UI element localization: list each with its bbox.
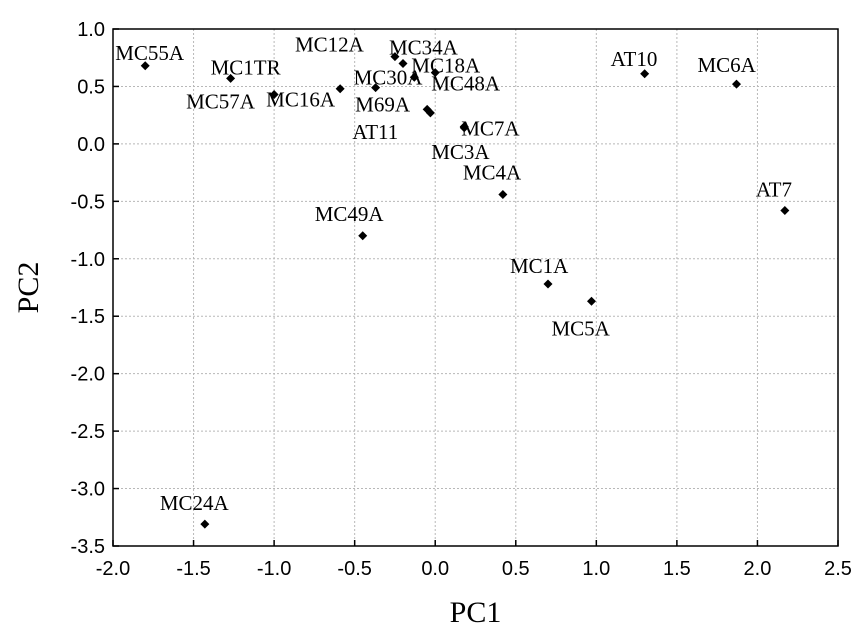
x-tick-label: 1.5 [663,558,691,580]
data-point-marker [430,68,440,78]
data-point-label: MC3A [431,140,490,164]
data-point-marker [226,73,236,83]
data-point-label: MC1TR [211,55,281,79]
data-point-label: MC49A [315,202,385,226]
data-point-marker [390,52,400,62]
x-tick-label: 2.5 [824,558,852,580]
y-tick-label: -2.0 [71,364,105,386]
grid [113,29,838,546]
data-point-label: MC34A [389,35,459,59]
x-tick-label: 0.0 [421,558,449,580]
x-tick-label: -0.5 [337,558,371,580]
x-tick-label: 1.0 [582,558,610,580]
y-tick-label: -3.0 [71,479,105,501]
data-point-label: MC16A [266,88,336,112]
data-point-marker [780,206,790,216]
data-point-marker [269,89,279,99]
data-point-marker [498,189,508,199]
data-point-marker [140,61,150,71]
x-tick-label: -1.5 [176,558,210,580]
data-point-label: MC55A [115,41,185,65]
y-axis-title: PC2 [12,262,45,314]
x-axis-title: PC1 [450,596,502,629]
data-point-label: MC18A [411,53,481,77]
x-tick-label: 2.0 [744,558,772,580]
data-point-marker [459,123,469,133]
data-point-marker [358,231,368,241]
data-point-label: AT11 [352,120,398,144]
data-point-label: MC24A [160,491,230,515]
plot-frame [112,28,839,547]
data-point-marker [587,296,596,306]
y-tick-label: -3.5 [71,536,105,558]
y-tick-label: 0.5 [77,76,105,98]
data-point-marker [640,69,650,79]
data-point-label: AT10 [611,47,658,71]
data-point-marker [200,519,210,529]
y-tick-label: -1.0 [71,249,105,271]
data-point-label: MC7A [461,117,520,141]
y-tick-label: 0.0 [77,134,105,156]
data-point-marker [543,279,553,289]
data-point-marker [409,72,419,82]
axis-ticks: -2.0 -1.5 -1.0 -0.5 0.0 0.5 1.0 1.5 2.0 2.5 1.0 0.5… [71,19,852,580]
data-point-label: MC48A [431,72,501,96]
y-tick-label: -0.5 [71,191,105,213]
data-point-marker [425,108,435,118]
x-tick-label: 0.5 [502,558,530,580]
data-point-label: MC57A [186,89,256,113]
data-point-label: MC1A [510,254,569,278]
x-tick-label: -2.0 [96,558,130,580]
data-point-label: MC4A [463,160,522,184]
data-point-marker [732,79,741,89]
y-tick-label: 1.0 [77,19,105,41]
y-tick-label: -2.5 [71,421,105,443]
data-point-label: MC12A [295,33,365,57]
data-point-label: MC6A [698,53,757,77]
data-point-label: AT7 [756,178,792,202]
data-point-label: M69A [355,92,411,116]
data-point-marker [335,84,345,94]
data-point-marker [371,83,381,93]
y-tick-label: -1.5 [71,306,105,328]
x-tick-label: -1.0 [257,558,291,580]
data-point-label: MC5A [552,316,611,340]
data-point-marker [398,58,408,68]
